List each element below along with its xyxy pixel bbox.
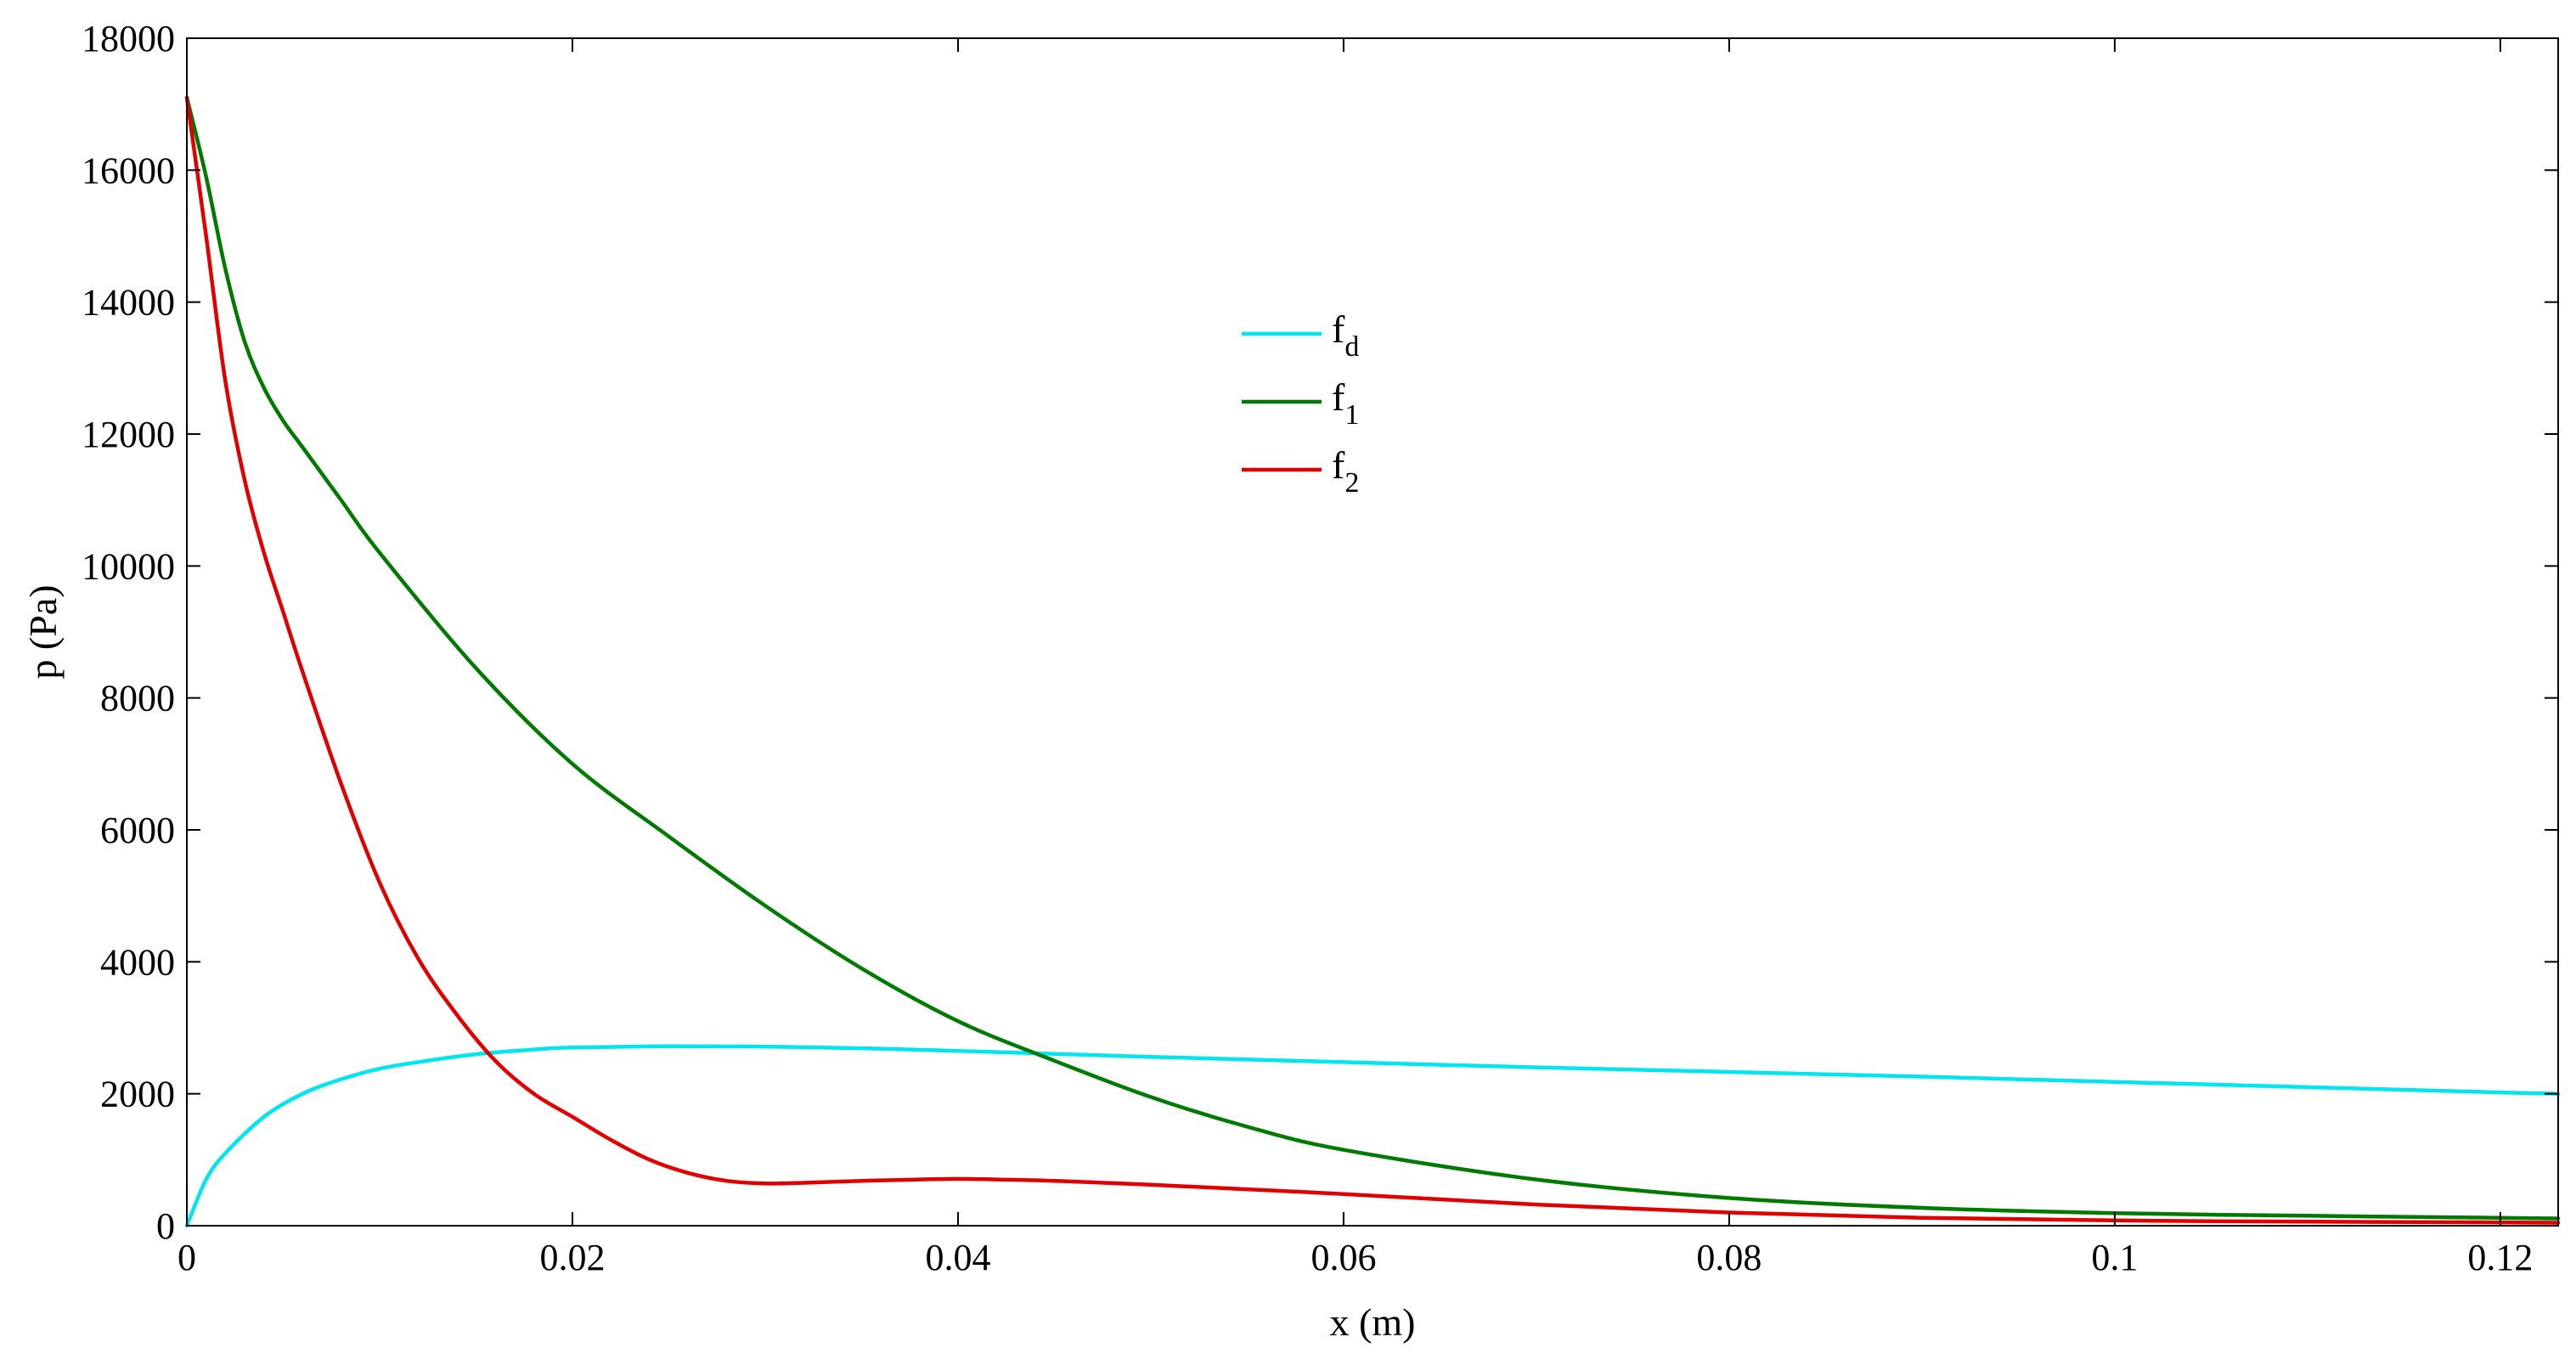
y-tick-label: 8000 <box>100 678 175 719</box>
y-tick-label: 6000 <box>100 809 175 851</box>
x-tick-label: 0.12 <box>2467 1237 2533 1278</box>
legend-label: f1 <box>1332 375 1359 431</box>
x-tick-label: 0.06 <box>1311 1237 1376 1278</box>
x-tick-label: 0.1 <box>2091 1237 2138 1278</box>
y-axis-label: p (Pa) <box>21 584 65 679</box>
legend-label: fd <box>1332 307 1359 363</box>
x-tick-label: 0.04 <box>925 1237 990 1278</box>
x-tick-label: 0 <box>178 1237 196 1278</box>
series-layer <box>184 95 2561 1228</box>
series-line-f-2 <box>184 95 2561 1225</box>
x-axis-label: x (m) <box>1330 1300 1416 1344</box>
y-tick-label: 4000 <box>100 941 175 983</box>
legend: fd f1 f2 <box>1242 307 1359 499</box>
y-tick-label: 2000 <box>100 1074 175 1115</box>
y-tick-label: 16000 <box>82 149 175 191</box>
y-axis: 0 2000 4000 6000 8000 10000 12000 14000 16000 180… <box>82 18 2558 1247</box>
legend-item: f1 <box>1242 375 1359 431</box>
y-tick-label: 12000 <box>82 414 175 455</box>
y-tick-label: 14000 <box>82 282 175 324</box>
series-line-f-1 <box>184 95 2561 1221</box>
legend-item: fd <box>1242 307 1359 363</box>
y-tick-label: 0 <box>156 1205 175 1247</box>
series-line-f-d <box>184 1044 2561 1228</box>
x-tick-label: 0.02 <box>539 1237 605 1278</box>
legend-item: f2 <box>1242 443 1359 499</box>
y-tick-label: 18000 <box>82 18 175 59</box>
x-axis: 0 0.02 0.04 0.06 0.08 0.1 0.12 <box>178 38 2533 1278</box>
plot-frame <box>186 37 2559 1227</box>
legend-label: f2 <box>1332 443 1359 499</box>
y-tick-label: 10000 <box>82 545 175 587</box>
x-tick-label: 0.08 <box>1696 1237 1761 1278</box>
